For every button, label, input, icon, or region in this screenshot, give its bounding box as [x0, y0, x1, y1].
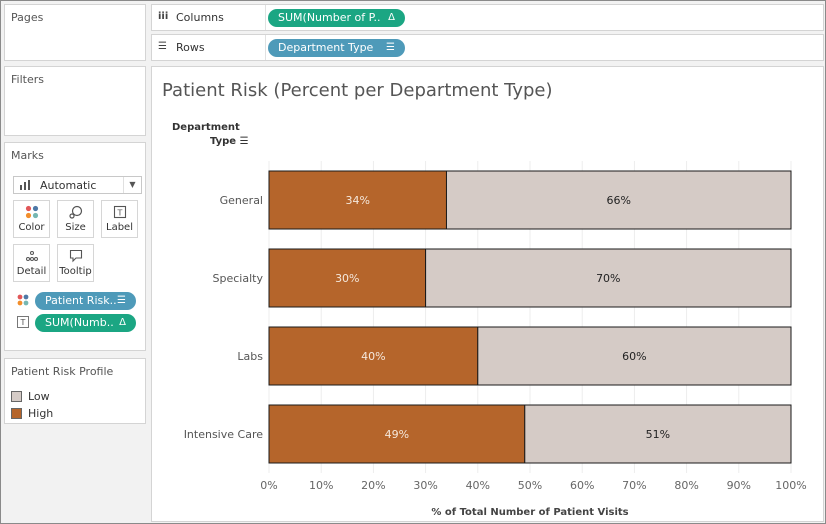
x-tick-label: 30%: [413, 479, 437, 492]
bar-segment-low[interactable]: [425, 248, 792, 308]
data-label: 34%: [346, 194, 370, 207]
shelf-divider: [265, 5, 266, 30]
label-icon: T: [102, 205, 137, 219]
x-tick-label: 90%: [727, 479, 751, 492]
detail-button-label: Detail: [16, 266, 47, 277]
mark-type-dropdown[interactable]: Automatic ▼: [13, 176, 142, 194]
mark-type-label: Automatic: [40, 179, 97, 192]
tooltip-icon: [58, 249, 93, 263]
pages-card[interactable]: Pages: [4, 4, 146, 61]
x-tick-label: 50%: [518, 479, 542, 492]
x-tick-label: 20%: [361, 479, 385, 492]
detail-icon: [14, 249, 49, 263]
data-label: 30%: [335, 272, 359, 285]
data-label: 66%: [607, 194, 631, 207]
sort-icon: ☰: [117, 295, 126, 306]
bar-segment-low[interactable]: [445, 170, 792, 230]
bar-segment-high[interactable]: [268, 326, 479, 386]
viz-title: Patient Risk (Percent per Department Typ…: [162, 80, 553, 101]
legend-label: Low: [28, 390, 50, 403]
color-encoding-icon: [17, 294, 29, 306]
legend-swatch: [11, 408, 22, 419]
color-dots-icon: [14, 205, 49, 219]
x-axis-title: % of Total Number of Patient Visits: [431, 507, 628, 518]
delta-icon: Δ: [388, 12, 395, 23]
label-button-label: Label: [106, 222, 133, 233]
data-label: 40%: [361, 350, 385, 363]
color-button[interactable]: Color: [13, 200, 50, 238]
columns-pill-label: SUM(Number of P..: [278, 11, 381, 24]
delta-icon: Δ: [119, 317, 126, 328]
x-tick-label: 70%: [622, 479, 646, 492]
filters-card[interactable]: Filters: [4, 66, 146, 136]
size-button[interactable]: Size: [57, 200, 94, 238]
pages-title: Pages: [11, 11, 44, 24]
label-encoding-icon: T: [17, 316, 29, 328]
columns-shelf-label: Columns: [176, 11, 224, 24]
svg-text:T: T: [116, 209, 122, 218]
label-button[interactable]: T Label: [101, 200, 138, 238]
x-tick-label: 80%: [674, 479, 698, 492]
row-header-line1: Department: [172, 122, 240, 133]
data-label: 60%: [622, 350, 646, 363]
row-header-line2-text: Type: [210, 136, 237, 147]
size-icon: [58, 205, 93, 219]
color-field-label: Patient Risk..: [45, 294, 117, 307]
category-label: General: [220, 194, 263, 207]
columns-pill[interactable]: SUM(Number of P.. Δ: [268, 9, 405, 27]
row-header[interactable]: Department Type ☰: [172, 121, 252, 149]
tooltip-button-label: Tooltip: [59, 266, 92, 277]
bar-chart-icon: [20, 180, 32, 193]
bar-segment-high[interactable]: [268, 404, 526, 464]
chevron-down-icon[interactable]: ▼: [123, 177, 141, 193]
legend-swatch: [11, 391, 22, 402]
x-tick-label: 60%: [570, 479, 594, 492]
detail-button[interactable]: Detail: [13, 244, 50, 282]
category-label: Intensive Care: [184, 428, 264, 441]
sort-icon: ☰: [386, 42, 395, 53]
rows-shelf-label: Rows: [176, 41, 205, 54]
rows-shelf[interactable]: ☰ Rows Department Type ☰: [151, 34, 824, 61]
columns-icon: iii: [158, 11, 169, 22]
bar-segment-high[interactable]: [268, 170, 447, 230]
marks-card: Marks Automatic ▼ Color Size T Label: [4, 142, 146, 351]
legend-label: High: [28, 407, 54, 420]
x-tick-label: 40%: [466, 479, 490, 492]
rows-icon: ☰: [158, 41, 167, 52]
color-field-pill[interactable]: Patient Risk.. ☰: [35, 292, 136, 310]
row-header-line2: Type ☰: [172, 135, 252, 149]
legend-title: Patient Risk Profile: [11, 365, 114, 378]
bar-segment-low[interactable]: [524, 404, 792, 464]
bar-chart: General 34% 66% Specialty 30% 70% Labs 40% 60% In…: [184, 161, 807, 518]
tooltip-button[interactable]: Tooltip: [57, 244, 94, 282]
bar-segment-high[interactable]: [268, 248, 427, 308]
size-button-label: Size: [65, 222, 86, 233]
columns-shelf[interactable]: iii Columns SUM(Number of P.. Δ: [151, 4, 824, 31]
data-label: 49%: [385, 428, 409, 441]
color-button-label: Color: [18, 222, 45, 233]
viz-area: Patient Risk (Percent per Department Typ…: [151, 66, 824, 522]
filters-title: Filters: [11, 73, 44, 86]
sort-icon[interactable]: ☰: [239, 136, 249, 147]
marks-title: Marks: [11, 149, 44, 162]
bar-segment-low[interactable]: [477, 326, 792, 386]
x-tick-label: 0%: [260, 479, 277, 492]
label-field-label: SUM(Numb..: [45, 316, 114, 329]
color-legend-card: Patient Risk Profile Low High: [4, 358, 146, 424]
rows-pill[interactable]: Department Type ☰: [268, 39, 405, 57]
category-label: Specialty: [213, 272, 264, 285]
rows-pill-label: Department Type: [278, 41, 374, 54]
shelf-divider: [265, 35, 266, 60]
data-label: 51%: [646, 428, 670, 441]
x-tick-label: 100%: [775, 479, 806, 492]
x-tick-label: 10%: [309, 479, 333, 492]
category-label: Labs: [237, 350, 263, 363]
data-label: 70%: [596, 272, 620, 285]
label-field-pill[interactable]: SUM(Numb.. Δ: [35, 314, 136, 332]
